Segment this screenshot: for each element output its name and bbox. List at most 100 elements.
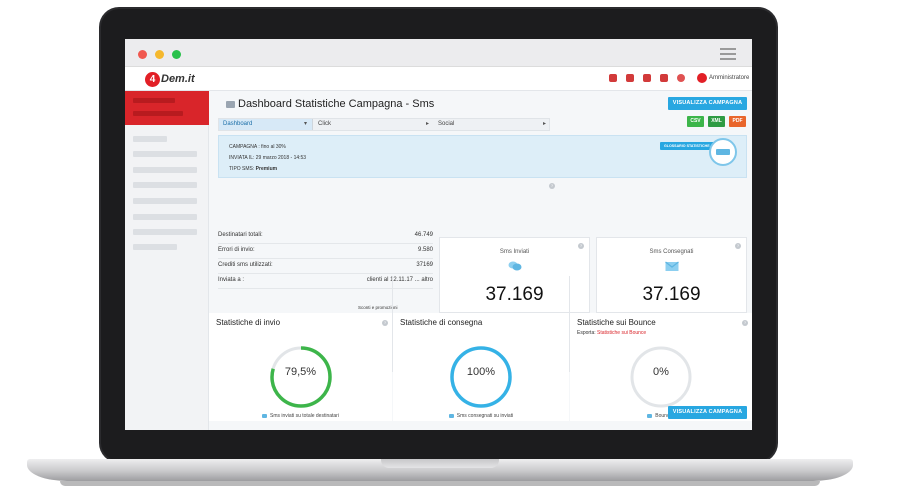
glossary-button[interactable]: GLOSSARIO STATISTICHE xyxy=(660,142,714,150)
export-label: Esporta: xyxy=(577,330,596,336)
cart-icon[interactable] xyxy=(643,74,651,82)
section-title: Statistiche di invio xyxy=(216,318,281,327)
donut-value: 79,5% xyxy=(284,366,317,378)
chart-caption-text: Sms inviati su totale destinatari xyxy=(270,413,339,419)
donut-chart xyxy=(450,346,512,408)
sidebar-item[interactable] xyxy=(133,244,177,250)
chart-caption-text: Bounces xyxy=(655,413,675,419)
caret-right-icon: ▸ xyxy=(425,121,429,127)
sidebar-item[interactable] xyxy=(133,198,197,204)
envelope-icon xyxy=(665,261,679,271)
donut-value: 0% xyxy=(653,366,669,378)
section-title: Statistiche di consegna xyxy=(400,318,483,327)
chart-bounce-stats: Statistiche sui Bounce ? Esporta: Statis… xyxy=(570,313,752,421)
kpi-card-sms-delivered: ? Sms Consegnati 37.169 xyxy=(596,237,747,313)
help-icon[interactable]: ? xyxy=(735,243,741,249)
tab-bar: Dashboard ▾ Click ▸ Social ▸ xyxy=(218,118,550,131)
help-icon[interactable]: ? xyxy=(578,243,584,249)
view-campaign-button-bottom[interactable]: VISUALIZZA CAMPAGNA xyxy=(668,406,747,419)
sidebar-item-active[interactable] xyxy=(125,91,209,125)
minimize-window-icon[interactable] xyxy=(155,50,164,59)
bounce-export: Esporta: Statistiche sui Bounce xyxy=(577,330,646,336)
hamburger-menu-icon[interactable] xyxy=(720,48,736,60)
app-header: 4 Dem.it Amministratore xyxy=(125,67,752,91)
chart-delivery-stats: Statistiche di consegna 100% Sms consegn… xyxy=(393,313,569,421)
help-icon[interactable]: ? xyxy=(382,320,388,326)
sms-icon xyxy=(262,414,268,418)
tab-dashboard[interactable]: Dashboard ▾ xyxy=(219,119,313,130)
stats-badge-icon xyxy=(709,138,737,166)
sidebar-item[interactable] xyxy=(133,214,197,220)
sms-type-label: TIPO SMS: xyxy=(229,166,255,172)
help-icon[interactable]: ? xyxy=(549,183,555,189)
logo[interactable]: 4 Dem.it xyxy=(145,71,195,87)
account-icon xyxy=(697,73,707,83)
section-title: Statistiche sui Bounce xyxy=(577,318,656,327)
chat-bubbles-icon xyxy=(508,261,522,271)
delivery-donut: 100% xyxy=(448,344,514,410)
sent-date: INVIATA IL: 29 marzo 2018 - 14:53 xyxy=(229,155,307,161)
stat-label: Crediti sms utilizzati: xyxy=(218,262,273,268)
chart-caption: Sms inviati su totale destinatari xyxy=(209,413,392,419)
close-window-icon[interactable] xyxy=(138,50,147,59)
export-xml-button[interactable]: XML xyxy=(708,116,725,127)
laptop-base xyxy=(27,459,853,481)
stat-value: 37169 xyxy=(416,262,433,268)
laptop-notch xyxy=(381,459,499,468)
sms-type: TIPO SMS: Premium xyxy=(229,166,277,172)
tab-click-label: Click xyxy=(318,121,331,127)
send-donut: 79,5% xyxy=(268,344,334,410)
donut-chart xyxy=(269,346,332,408)
sms-type-value: Premium xyxy=(255,166,278,172)
tab-dashboard-label: Dashboard xyxy=(223,121,253,127)
laptop-screen: 4 Dem.it Amministratore xyxy=(125,39,752,430)
section-divider xyxy=(392,276,393,372)
laptop-foot xyxy=(60,481,820,486)
bounce-export-link[interactable]: Statistiche sui Bounce xyxy=(597,330,647,336)
flag-icon[interactable] xyxy=(677,74,685,82)
donut-track xyxy=(630,346,692,408)
logo-mark: 4 xyxy=(145,71,160,87)
sidebar xyxy=(125,91,209,430)
kpi-value: 37.169 xyxy=(485,284,544,305)
tab-click[interactable]: Click ▸ xyxy=(314,119,434,130)
donut-arc xyxy=(450,346,512,408)
sidebar-item[interactable] xyxy=(133,229,197,235)
donut-value: 100% xyxy=(466,366,496,378)
kpi-value: 37.169 xyxy=(642,284,701,305)
page-title-text: Dashboard Statistiche Campagna - Sms xyxy=(238,98,435,110)
recipients-dropdown[interactable]: clienti al 12.11.17 ... altro xyxy=(366,277,433,283)
tab-social[interactable]: Social ▸ xyxy=(434,119,551,130)
sidebar-item[interactable] xyxy=(133,167,197,173)
view-campaign-button[interactable]: VISUALIZZA CAMPAGNA xyxy=(668,97,747,110)
kpi-title: Sms Consegnati xyxy=(649,249,694,255)
envelope-icon xyxy=(448,414,454,418)
stat-row: Errori di invio: 9.580 xyxy=(218,245,433,259)
header-icons xyxy=(609,74,685,82)
stat-value: 46.749 xyxy=(414,232,433,238)
sidebar-item[interactable] xyxy=(133,136,167,142)
coins-icon[interactable] xyxy=(660,74,668,82)
stat-value: 9.580 xyxy=(417,247,433,253)
kpi-title: Sms Inviati xyxy=(499,249,530,255)
export-pdf-button[interactable]: PDF xyxy=(729,116,746,127)
export-csv-button[interactable]: CSV xyxy=(687,116,704,127)
account-menu[interactable]: Amministratore xyxy=(697,73,749,83)
bank-icon[interactable] xyxy=(626,74,634,82)
stat-label: Errori di invio: xyxy=(218,247,255,253)
users-icon[interactable] xyxy=(609,74,617,82)
stat-row: Crediti sms utilizzati: 37169 xyxy=(218,260,433,274)
campaign-info-box: CAMPAGNA : fino al 30% INVIATA IL: 29 ma… xyxy=(218,135,747,178)
donut-chart xyxy=(630,346,692,408)
maximize-window-icon[interactable] xyxy=(172,50,181,59)
browser-bar xyxy=(125,39,752,67)
campaign-name: CAMPAGNA : fino al 30% xyxy=(229,144,286,150)
chart-caption-text: Sms consegnati su inviati xyxy=(456,413,514,419)
chart-send-stats: Statistiche di invio ? 79,5% Sms inviati… xyxy=(209,313,392,421)
sidebar-item[interactable] xyxy=(133,182,197,188)
help-icon[interactable]: ? xyxy=(742,320,748,326)
logo-text: Dem.it xyxy=(161,73,195,85)
stat-label: Inviata a : xyxy=(218,277,245,283)
sidebar-item[interactable] xyxy=(133,151,197,157)
donut-arc xyxy=(269,346,332,408)
